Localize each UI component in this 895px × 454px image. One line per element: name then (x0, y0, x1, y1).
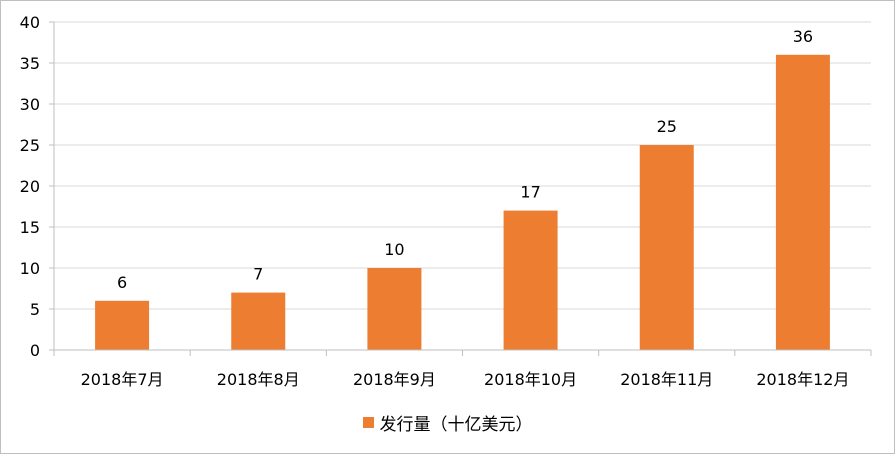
y-tick-label: 0 (30, 341, 40, 360)
bar (503, 210, 558, 350)
x-tick-label: 2018年8月 (217, 370, 300, 389)
bars (95, 54, 830, 351)
data-label: 36 (793, 27, 813, 46)
y-tick-label: 5 (30, 300, 40, 319)
y-axis-ticks: 0 5 10 15 20 25 30 35 40 (20, 13, 40, 360)
bar (639, 145, 694, 350)
y-tick-label: 35 (20, 54, 40, 73)
y-tick-label: 25 (20, 136, 40, 155)
data-label: 6 (117, 273, 127, 292)
legend-swatch (362, 416, 374, 428)
x-axis: 2018年7月 2018年8月 2018年9月 2018年10月 2018年11月 201… (53, 349, 872, 389)
y-tick-label: 20 (20, 177, 40, 196)
bar (775, 54, 830, 351)
y-tick-label: 10 (20, 259, 40, 278)
y-tick-label: 30 (20, 95, 40, 114)
data-label: 7 (253, 265, 263, 284)
data-label: 10 (384, 240, 404, 259)
x-tick-label: 2018年9月 (353, 370, 436, 389)
data-label: 25 (657, 117, 677, 136)
bar (367, 268, 422, 350)
data-labels: 6 7 10 17 25 36 (117, 27, 813, 292)
gridlines (49, 21, 871, 351)
bar (231, 292, 286, 350)
x-tick-label: 2018年11月 (620, 370, 713, 389)
legend-label: 发行量（十亿美元） (379, 414, 533, 435)
y-tick-label: 15 (20, 218, 40, 237)
x-tick-label: 2018年7月 (81, 370, 164, 389)
bar (95, 300, 150, 350)
legend: 发行量（十亿美元） (0, 410, 895, 435)
x-tick-label: 2018年12月 (756, 370, 849, 389)
data-label: 17 (520, 183, 540, 202)
x-tick-label: 2018年10月 (484, 370, 577, 389)
y-tick-label: 40 (20, 13, 40, 32)
